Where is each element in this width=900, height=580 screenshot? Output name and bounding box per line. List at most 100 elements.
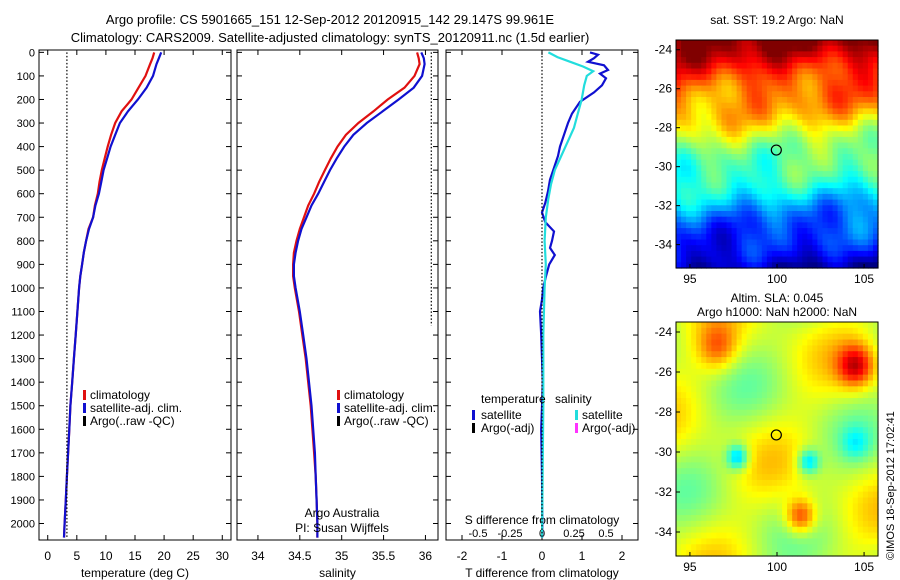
- map-cell: [701, 74, 707, 81]
- map-cell: [777, 491, 783, 499]
- map-cell: [802, 403, 808, 411]
- map-cell: [837, 550, 844, 557]
- map-cell: [741, 485, 748, 493]
- map-cell: [817, 491, 824, 499]
- map-cell: [751, 57, 758, 64]
- map-cell: [761, 339, 768, 346]
- map-cell: [792, 228, 798, 235]
- map-cell: [736, 520, 743, 528]
- map-cell: [822, 205, 829, 212]
- map-cell: [787, 245, 793, 252]
- map-cell: [681, 68, 687, 75]
- map-cell: [802, 131, 808, 138]
- map-cell: [797, 532, 803, 540]
- map-cell: [792, 386, 798, 393]
- map-cell: [721, 159, 728, 166]
- map-cell: [857, 403, 864, 411]
- map-cell: [681, 102, 687, 109]
- map-cell: [731, 503, 738, 510]
- map-cell: [857, 228, 864, 235]
- map-y-tick-label: -32: [655, 485, 673, 499]
- map-cell: [686, 154, 692, 161]
- map-cell: [771, 136, 778, 144]
- map-cell: [716, 193, 723, 201]
- map-cell: [797, 216, 803, 223]
- map-cell: [726, 450, 733, 458]
- map-cell: [696, 491, 702, 499]
- map-cell: [817, 526, 824, 534]
- map-cell: [761, 51, 768, 58]
- map-cell: [706, 199, 712, 206]
- y-tick-label: 1700: [11, 448, 35, 460]
- map-cell: [716, 444, 723, 452]
- map-cell: [827, 40, 834, 47]
- map-cell: [787, 159, 793, 166]
- map-cell: [726, 357, 733, 364]
- map-cell: [872, 91, 879, 98]
- map-cell: [701, 421, 707, 428]
- map-cell: [872, 142, 879, 149]
- map-cell: [681, 40, 687, 47]
- map-cell: [792, 165, 798, 172]
- map-cell: [807, 45, 813, 52]
- map-cell: [832, 102, 839, 109]
- map-cell: [691, 239, 697, 246]
- map-cell: [726, 97, 733, 104]
- map-cell: [792, 40, 798, 47]
- map-cell: [832, 526, 839, 534]
- map-cell: [711, 439, 717, 446]
- map-cell: [867, 228, 874, 235]
- map-cell: [847, 444, 854, 452]
- map-cell: [726, 176, 733, 184]
- map-cell: [822, 250, 829, 258]
- map-cell: [736, 439, 743, 446]
- map-cell: [736, 79, 743, 87]
- map-cell: [867, 351, 874, 358]
- map-cell: [741, 392, 748, 399]
- map-cell: [857, 108, 864, 115]
- map-cell: [691, 386, 697, 393]
- map-cell: [696, 421, 702, 428]
- map-cell: [701, 125, 707, 132]
- map-cell: [676, 102, 682, 109]
- map-cell: [847, 515, 854, 522]
- map-cell: [726, 444, 733, 452]
- map-cell: [716, 154, 723, 161]
- map-cell: [676, 409, 682, 417]
- map-cell: [741, 526, 748, 534]
- map-cell: [711, 333, 717, 341]
- map-cell: [746, 165, 753, 172]
- map-cell: [751, 368, 758, 376]
- map-cell: [761, 91, 768, 98]
- map-cell: [721, 199, 728, 206]
- map-cell: [751, 45, 758, 52]
- map-cell: [676, 62, 682, 70]
- map-cell: [872, 51, 879, 58]
- map-cell: [711, 339, 717, 346]
- map-cell: [731, 154, 738, 161]
- map-cell: [837, 468, 844, 475]
- map-cell: [867, 333, 874, 341]
- map-cell: [686, 509, 692, 516]
- map-cell: [872, 233, 879, 241]
- map-cell: [802, 368, 808, 376]
- map-cell: [842, 91, 849, 98]
- map-cell: [746, 45, 753, 52]
- map-cell: [792, 85, 798, 92]
- map-cell: [827, 228, 834, 235]
- map-cell: [807, 142, 813, 149]
- map-cell: [771, 165, 778, 172]
- map-cell: [751, 327, 758, 335]
- map-cell: [817, 345, 824, 352]
- map-cell: [827, 211, 834, 218]
- map-cell: [701, 538, 707, 545]
- map-cell: [797, 474, 803, 481]
- map-cell: [807, 228, 813, 235]
- map-cell: [867, 526, 874, 534]
- map-cell: [827, 188, 834, 195]
- map-cell: [716, 142, 723, 149]
- map-cell: [842, 339, 849, 346]
- map-cell: [817, 102, 824, 109]
- map-cell: [696, 159, 702, 166]
- map-cell: [827, 409, 834, 417]
